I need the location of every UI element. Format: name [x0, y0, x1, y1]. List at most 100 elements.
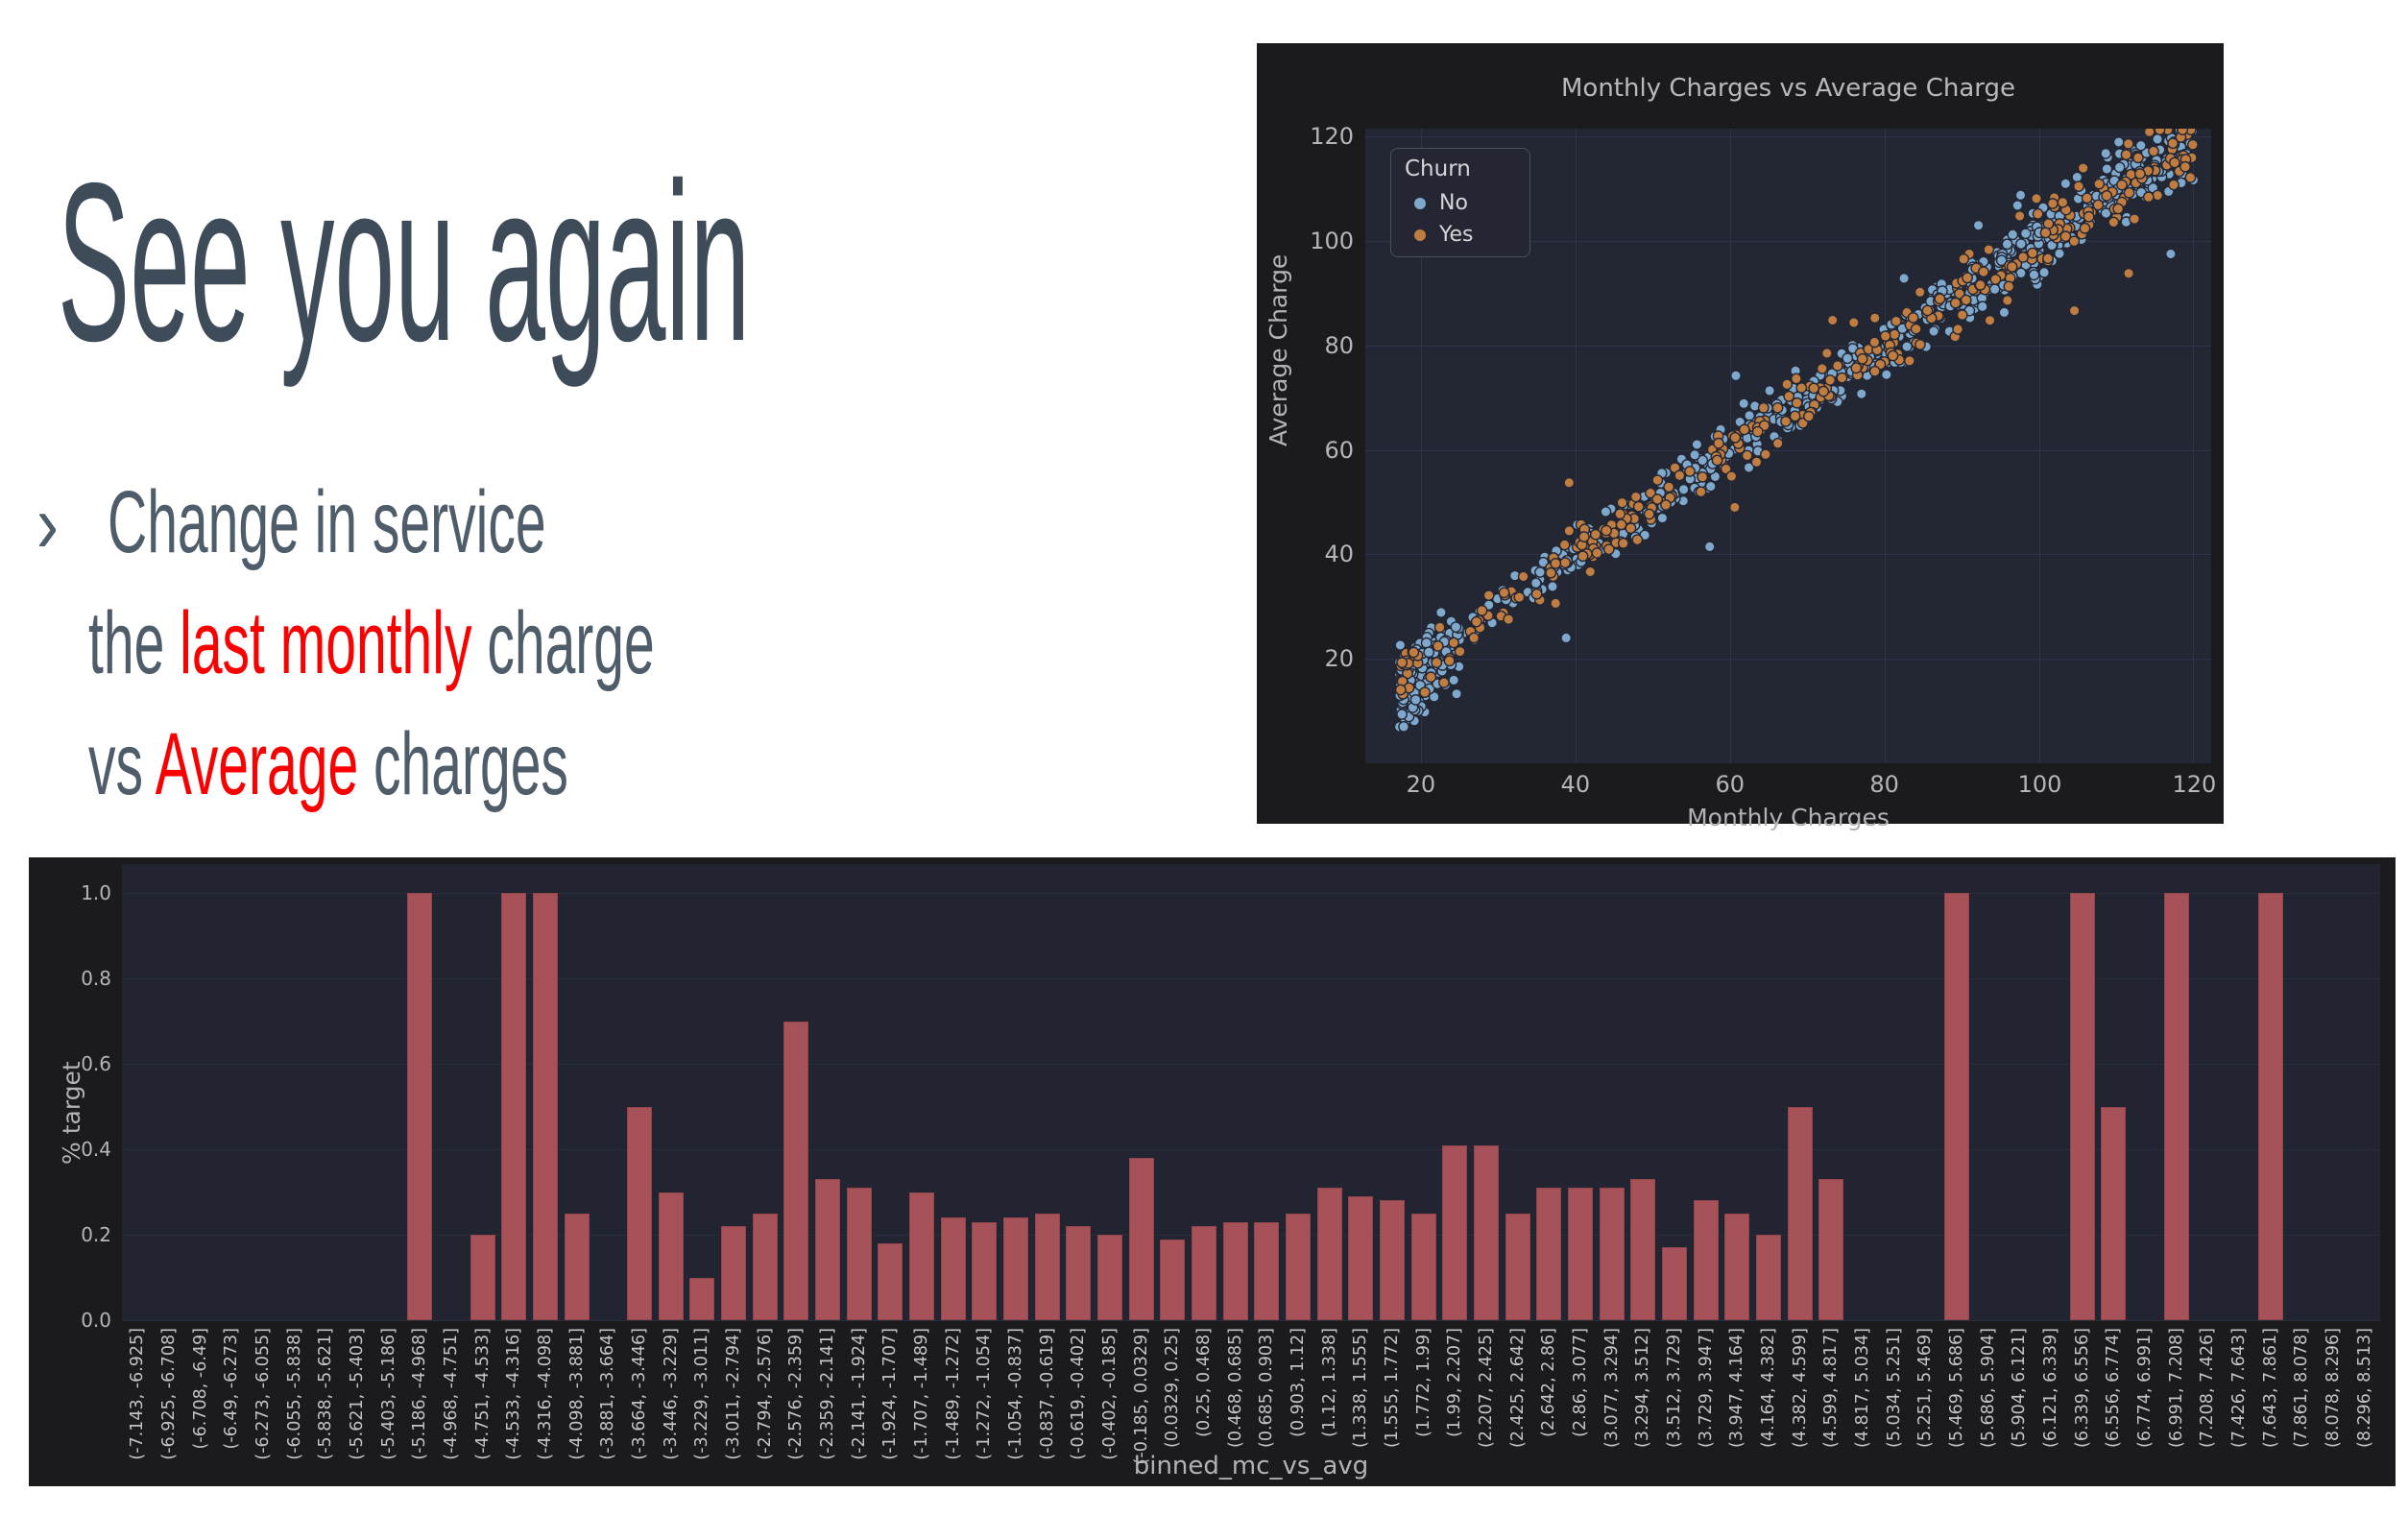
scatter-point-yes	[2013, 210, 2026, 222]
x-tick-label: (-4.533, -4.316]	[504, 1328, 524, 1460]
scatter-point-yes	[2073, 180, 2084, 192]
bar-figure: 0.0 0.2 0.4 0.6 0.8 1.0 (-7.143, -6.925] (-6.9…	[29, 857, 2396, 1486]
scatter-point-yes	[1651, 474, 1664, 486]
x-tick-label: (0.0329, 0.25]	[1163, 1328, 1183, 1448]
y-tick-label: 0.0	[81, 1309, 111, 1332]
scatter-point-yes	[1738, 423, 1750, 436]
scatter-point-no	[1898, 272, 1910, 284]
bar	[1505, 1213, 1530, 1320]
scatter-point-yes	[1750, 456, 1763, 469]
x-tick-label: (-1.054, -0.837]	[1006, 1328, 1025, 1460]
scatter-point-yes	[2169, 156, 2180, 169]
x-tick-label: (-2.794, -2.576]	[755, 1328, 775, 1460]
scatter-point-yes	[2122, 137, 2134, 150]
scatter-point-yes	[1962, 272, 1973, 284]
scatter-point-yes	[2167, 137, 2179, 150]
scatter-point-no	[2038, 266, 2050, 278]
y-tick-label: 0.6	[81, 1052, 111, 1075]
scatter-point-no	[1396, 709, 1408, 720]
scatter-point-no	[1995, 254, 2008, 267]
scatter-point-no	[2071, 171, 2083, 183]
scatter-point-yes	[1476, 604, 1488, 616]
scatter-point-yes	[2001, 294, 2013, 306]
bar	[470, 1235, 495, 1320]
gridline	[122, 1149, 2380, 1150]
scatter-point-yes	[1577, 550, 1589, 563]
scatter-point-yes	[1757, 401, 1770, 414]
scatter-point-no	[1398, 721, 1409, 733]
x-tick-label: (-6.925, -6.708]	[159, 1328, 179, 1460]
scatter-point-yes	[1914, 338, 1926, 350]
scatter-point-yes	[1614, 508, 1626, 520]
x-tick-label: (0.468, 0.685]	[1225, 1328, 1245, 1448]
scatter-point-no	[1689, 448, 1700, 461]
bar	[1380, 1200, 1405, 1320]
scatter-point-yes	[1433, 621, 1446, 634]
scatter-point-yes	[1771, 437, 1784, 449]
scatter-point-no	[1976, 301, 1988, 313]
scatter-point-no	[1972, 219, 1985, 231]
scatter-point-yes	[2120, 149, 2132, 161]
scatter-point-yes	[1584, 565, 1597, 578]
scatter-point-yes	[2112, 203, 2125, 215]
scatter-point-yes	[2042, 253, 2054, 265]
scatter-point-yes	[1808, 382, 1820, 395]
gridline	[122, 1064, 2380, 1065]
bar	[1442, 1144, 1468, 1320]
scatter-point-no	[1600, 506, 1612, 517]
bar	[407, 893, 433, 1320]
x-tick-label: (2.642, 2.86]	[1539, 1328, 1559, 1437]
scatter-point-yes	[1729, 431, 1742, 444]
scatter-point-yes	[1591, 547, 1603, 559]
scatter-point-yes	[1791, 397, 1803, 409]
bullet-text: Change in service	[108, 473, 546, 571]
scatter-point-yes	[1438, 677, 1450, 688]
x-tick-label: (1.555, 1.772]	[1383, 1328, 1402, 1448]
scatter-point-yes	[1482, 590, 1495, 601]
bar	[1787, 1106, 1813, 1320]
legend-entry-label: No	[1439, 191, 1468, 215]
bar	[1693, 1200, 1719, 1320]
scatter-point-no	[2112, 136, 2125, 148]
bar-plot-area	[122, 864, 2380, 1321]
scatter-point-no	[2059, 178, 2072, 190]
bullet-text: the	[88, 594, 181, 692]
x-tick-label: (4.817, 5.034]	[1853, 1328, 1872, 1448]
scatter-point-yes	[1728, 501, 1741, 514]
page-title: See you again	[58, 135, 751, 388]
scatter-point-yes	[1856, 352, 1868, 365]
bullet-text: vs	[88, 715, 156, 813]
scatter-point-yes	[2123, 267, 2134, 279]
scatter-point-yes	[1802, 410, 1815, 422]
scatter-point-no	[1730, 370, 1742, 382]
scatter-point-yes	[1949, 297, 1962, 309]
scatter-xlabel: Monthly Charges	[1687, 804, 1890, 831]
scatter-point-yes	[1674, 469, 1686, 482]
scatter-point-yes	[1431, 657, 1443, 668]
scatter-point-yes	[2107, 216, 2120, 229]
scatter-point-no	[1988, 283, 2001, 296]
scatter-point-no	[2165, 248, 2177, 260]
scatter-point-yes	[1952, 323, 1964, 335]
x-tick-label: (-3.446, -3.229]	[661, 1328, 681, 1460]
scatter-point-yes	[1956, 309, 1968, 322]
bullet-text: charges	[358, 715, 568, 813]
scatter-point-no	[1547, 580, 1558, 592]
scatter-figure: Monthly Charges vs Average Charge Churn …	[1257, 43, 2224, 831]
legend-entry: Yes	[1405, 219, 1529, 251]
scatter-point-yes	[1660, 499, 1672, 511]
bar	[1724, 1213, 1750, 1320]
bullet-text: charge	[471, 594, 655, 692]
x-tick-label: (-4.316, -4.098]	[536, 1328, 555, 1460]
bar	[1003, 1217, 1028, 1320]
x-tick-label: (-3.011, -2.794]	[724, 1328, 743, 1460]
scatter-point-no	[2028, 269, 2040, 281]
bar	[1662, 1247, 1687, 1320]
x-tick-label: (7.208, 7.426]	[2198, 1328, 2218, 1448]
x-tick-label: (8.078, 8.296]	[2324, 1328, 2343, 1448]
x-tick-label: (6.339, 6.556]	[2072, 1328, 2092, 1448]
scatter-point-yes	[2152, 189, 2164, 202]
bar	[1066, 1226, 1092, 1320]
x-tick-label: (-5.838, -5.621]	[316, 1328, 336, 1460]
x-tick-label: (-2.576, -2.359]	[786, 1328, 807, 1460]
